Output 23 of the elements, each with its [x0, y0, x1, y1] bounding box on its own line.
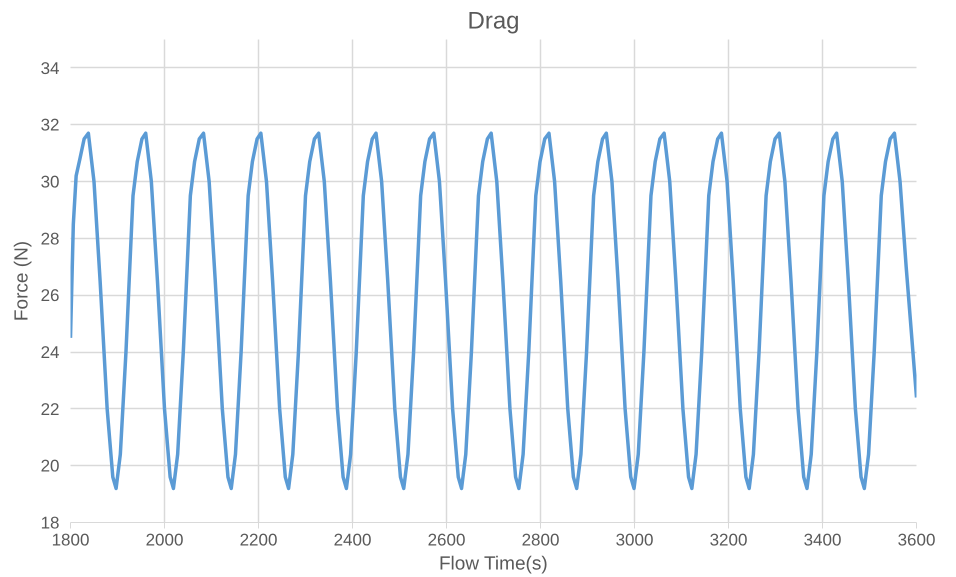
x-tick-label: 3200 — [710, 530, 748, 550]
y-tick-label: 18 — [40, 514, 60, 532]
chart-title: Drag — [467, 8, 520, 34]
x-tick-label: 2800 — [522, 530, 560, 550]
x-tick-label: 3600 — [898, 530, 936, 550]
y-axis-title: Force (N) — [12, 240, 33, 322]
y-tick-label: 34 — [40, 58, 60, 78]
y-tick-label: 22 — [40, 400, 60, 419]
x-tick-label: 2200 — [240, 530, 278, 550]
x-tick-label: 2000 — [146, 530, 184, 550]
y-tick-label: 26 — [40, 286, 60, 306]
y-tick-label: 28 — [40, 229, 60, 248]
x-axis-title: Flow Time(s) — [438, 554, 548, 574]
y-tick-label: 32 — [40, 116, 60, 135]
x-tick-label: 2400 — [334, 530, 372, 550]
y-tick-label: 30 — [40, 172, 60, 192]
y-tick-label: 24 — [40, 343, 60, 362]
line-series — [70, 132, 916, 490]
x-tick-label: 2600 — [428, 530, 466, 550]
x-tick-label: 1800 — [52, 530, 90, 550]
x-tick-label: 3400 — [804, 530, 842, 550]
x-tick-label: 3000 — [616, 530, 654, 550]
y-tick-label: 20 — [40, 456, 60, 476]
